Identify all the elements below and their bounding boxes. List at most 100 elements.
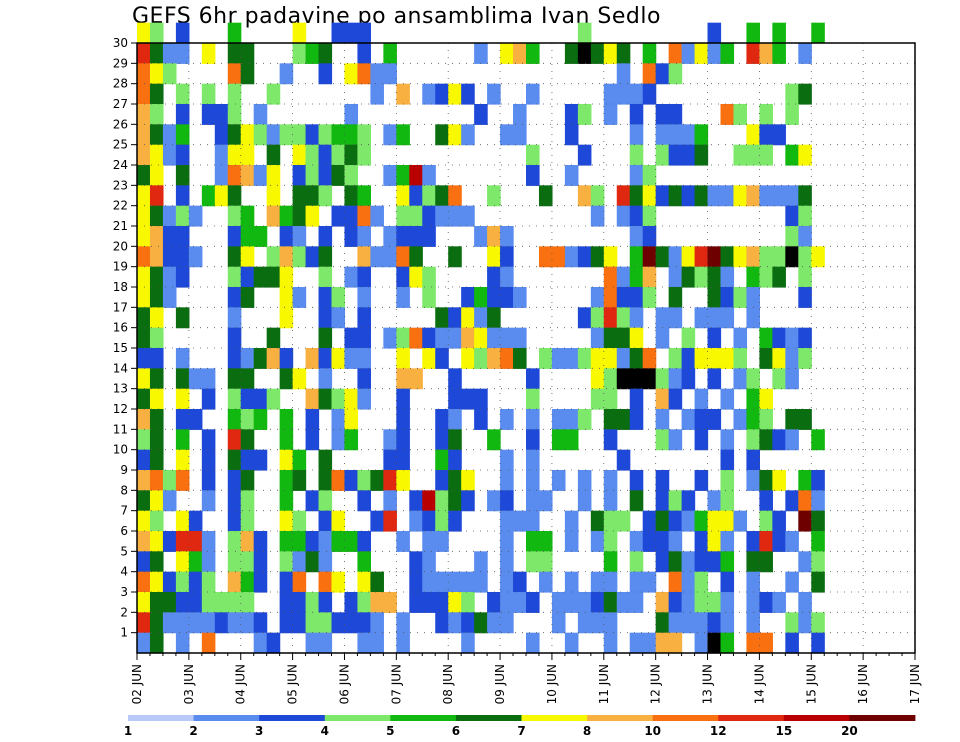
heatmap-cell — [681, 348, 696, 369]
heatmap-cell — [331, 307, 346, 329]
chart-title: GEFS 6hr padavine po ansamblima Ivan Sed… — [132, 4, 661, 29]
heatmap-cell — [448, 205, 462, 227]
heatmap-cell — [292, 205, 307, 227]
heatmap-cell — [370, 83, 384, 105]
heatmap-cell — [137, 22, 151, 44]
heatmap-cell — [435, 185, 449, 207]
heatmap-cell — [629, 144, 644, 166]
heatmap-cell — [201, 612, 216, 634]
heatmap-cell — [785, 429, 799, 451]
heatmap-cell — [500, 43, 514, 64]
heatmap-cell — [175, 165, 190, 186]
heatmap-cell — [331, 409, 346, 430]
heatmap-cell — [746, 409, 760, 430]
heatmap-cell — [240, 490, 255, 512]
heatmap-cell — [629, 632, 644, 654]
colorbar-label: 1 — [124, 724, 132, 738]
heatmap-cell — [655, 246, 670, 268]
heatmap-cell — [422, 165, 436, 186]
y-tick-label: 23 — [113, 178, 128, 192]
heatmap-cell — [175, 104, 190, 125]
heatmap-cell — [811, 429, 825, 451]
heatmap-cell — [603, 531, 618, 552]
heatmap-cell — [577, 22, 592, 44]
heatmap-cell — [513, 592, 527, 613]
heatmap-cell — [603, 104, 618, 125]
colorbar-swatch — [587, 715, 654, 721]
heatmap-cell — [681, 510, 696, 532]
heatmap-cell — [694, 144, 709, 166]
heatmap-cell — [331, 612, 346, 634]
heatmap-cell — [513, 327, 527, 349]
heatmap-cell — [137, 510, 151, 532]
heatmap-cell — [279, 612, 294, 634]
heatmap-cell — [629, 551, 644, 573]
heatmap-cell — [279, 368, 294, 390]
heatmap-cell — [357, 632, 371, 654]
heatmap-cell — [175, 246, 190, 268]
heatmap-cell — [149, 429, 164, 451]
heatmap-cell — [253, 632, 268, 654]
heatmap-cell — [396, 165, 410, 186]
heatmap-cell — [720, 348, 735, 369]
heatmap-cell — [798, 246, 812, 268]
heatmap-cell — [668, 246, 683, 268]
heatmap-cell — [370, 246, 384, 268]
heatmap-cell — [279, 205, 294, 227]
heatmap-cell — [448, 185, 462, 207]
heatmap-cell — [759, 510, 773, 532]
colorbar-swatch — [455, 715, 522, 721]
heatmap-cell — [798, 266, 812, 288]
heatmap-cell — [201, 185, 216, 207]
heatmap-cell — [733, 409, 748, 430]
heatmap-cell — [305, 43, 320, 64]
heatmap-cell — [577, 43, 592, 64]
heatmap-cell — [383, 429, 397, 451]
heatmap-cell — [344, 205, 359, 227]
heatmap-cell — [292, 43, 307, 64]
heatmap-cell — [137, 165, 151, 186]
heatmap-cell — [292, 368, 307, 390]
heatmap-cell — [564, 429, 579, 451]
heatmap-cell — [227, 429, 242, 451]
heatmap-cell — [513, 124, 527, 146]
heatmap-cell — [240, 592, 255, 613]
heatmap-cell — [500, 571, 514, 593]
heatmap-cell — [422, 205, 436, 227]
heatmap-cell — [564, 124, 579, 146]
heatmap-cell — [694, 632, 709, 654]
heatmap-cell — [383, 165, 397, 186]
y-tick-label: 26 — [113, 117, 128, 131]
heatmap-cell — [720, 612, 735, 634]
heatmap-cell — [188, 592, 203, 613]
heatmap-cell — [162, 470, 177, 491]
heatmap-cell — [331, 388, 346, 410]
heatmap-cell — [175, 571, 190, 593]
heatmap-cell — [201, 104, 216, 125]
heatmap-cell — [292, 124, 307, 146]
heatmap-cell — [811, 612, 825, 634]
heatmap-cell — [461, 205, 475, 227]
heatmap-cell — [707, 266, 722, 288]
y-tick-label: 19 — [113, 260, 128, 274]
x-tick-label: 12 JUN — [649, 664, 663, 704]
heatmap-cell — [603, 83, 618, 105]
heatmap-cell — [798, 409, 812, 430]
heatmap-cell — [383, 449, 397, 471]
heatmap-cell — [175, 632, 190, 654]
heatmap-cell — [655, 144, 670, 166]
y-tick-label: 5 — [120, 544, 128, 558]
heatmap-cell — [149, 287, 164, 308]
colorbar-swatch — [849, 715, 916, 721]
heatmap-cell — [188, 551, 203, 573]
heatmap-cell — [137, 144, 151, 166]
heatmap-cell — [461, 124, 475, 146]
heatmap-cell — [240, 571, 255, 593]
heatmap-cell — [564, 571, 579, 593]
heatmap-cell — [214, 124, 229, 146]
heatmap-cell — [240, 205, 255, 227]
heatmap-cell — [681, 144, 696, 166]
heatmap-cell — [513, 43, 527, 64]
heatmap-cell — [435, 490, 449, 512]
heatmap-cell — [590, 571, 605, 593]
